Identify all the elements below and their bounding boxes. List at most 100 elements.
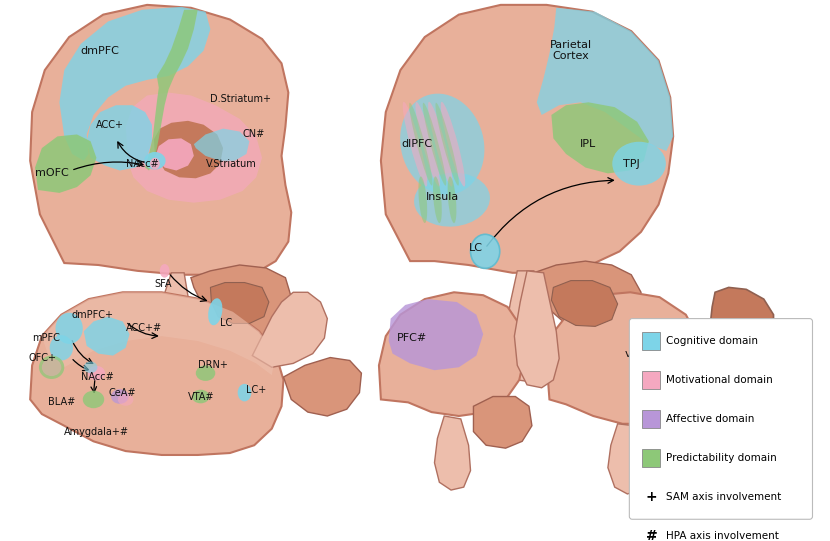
Polygon shape <box>194 129 249 161</box>
Polygon shape <box>379 292 525 416</box>
Ellipse shape <box>415 102 440 187</box>
Polygon shape <box>42 292 276 375</box>
Polygon shape <box>145 10 198 170</box>
Ellipse shape <box>627 349 654 391</box>
Ellipse shape <box>159 264 169 278</box>
Ellipse shape <box>418 176 427 223</box>
Polygon shape <box>155 273 198 390</box>
Text: TPJ: TPJ <box>622 159 640 169</box>
Ellipse shape <box>428 102 452 187</box>
Polygon shape <box>154 121 223 179</box>
Text: SFA: SFA <box>155 280 173 289</box>
Polygon shape <box>381 5 673 273</box>
Polygon shape <box>505 271 549 382</box>
Ellipse shape <box>144 152 166 169</box>
Text: PFC#: PFC# <box>397 333 427 343</box>
Polygon shape <box>473 397 532 448</box>
Polygon shape <box>30 5 291 275</box>
FancyBboxPatch shape <box>629 319 813 519</box>
Ellipse shape <box>50 335 73 360</box>
Polygon shape <box>551 102 649 174</box>
Text: CN#: CN# <box>242 129 265 140</box>
Polygon shape <box>84 316 129 355</box>
Text: NAcc#: NAcc# <box>125 159 159 169</box>
Bar <box>642 332 660 349</box>
Polygon shape <box>650 399 708 458</box>
Polygon shape <box>35 135 96 193</box>
Ellipse shape <box>436 103 459 186</box>
Ellipse shape <box>409 103 432 186</box>
Polygon shape <box>709 287 774 365</box>
Text: HPA axis involvement: HPA axis involvement <box>666 531 779 541</box>
Text: Insula: Insula <box>426 192 459 202</box>
Polygon shape <box>434 416 471 490</box>
Text: dmPFC: dmPFC <box>81 45 120 56</box>
Text: VTA#: VTA# <box>188 392 214 401</box>
Polygon shape <box>30 292 284 455</box>
Ellipse shape <box>422 103 447 186</box>
Ellipse shape <box>196 365 215 381</box>
Ellipse shape <box>414 173 490 227</box>
Ellipse shape <box>192 390 209 404</box>
Ellipse shape <box>42 359 61 376</box>
Ellipse shape <box>83 391 105 408</box>
Text: BLA#: BLA# <box>47 398 75 407</box>
Text: Affective domain: Affective domain <box>666 414 754 424</box>
Text: +: + <box>646 490 657 504</box>
Text: LC: LC <box>220 319 232 328</box>
Polygon shape <box>534 261 641 336</box>
Polygon shape <box>546 292 702 424</box>
Text: ACC+: ACC+ <box>96 120 124 130</box>
Polygon shape <box>252 292 327 367</box>
Ellipse shape <box>208 298 222 325</box>
Text: vHC: vHC <box>624 348 647 359</box>
Polygon shape <box>211 282 269 324</box>
Text: LC: LC <box>468 243 482 253</box>
Bar <box>642 449 660 467</box>
Ellipse shape <box>633 338 666 389</box>
Text: dmPFC+: dmPFC+ <box>71 309 113 320</box>
Text: CeA#: CeA# <box>108 387 135 398</box>
Ellipse shape <box>613 142 666 186</box>
Text: OFC+: OFC+ <box>28 353 56 362</box>
Text: V.Striatum: V.Striatum <box>206 159 256 169</box>
Ellipse shape <box>433 176 442 223</box>
Text: IPL: IPL <box>580 139 597 149</box>
Polygon shape <box>551 281 618 326</box>
Text: Amygdala+#: Amygdala+# <box>64 427 129 437</box>
Text: ACC+#: ACC+# <box>125 324 162 333</box>
Polygon shape <box>125 93 262 203</box>
Text: mPFC: mPFC <box>32 333 60 343</box>
Text: D.Striatum+: D.Striatum+ <box>211 94 271 104</box>
Polygon shape <box>537 8 673 151</box>
Bar <box>642 371 660 389</box>
Polygon shape <box>515 271 559 388</box>
Ellipse shape <box>237 384 251 401</box>
Ellipse shape <box>400 94 485 195</box>
Polygon shape <box>155 138 194 170</box>
Ellipse shape <box>39 355 64 379</box>
Text: Motivational domain: Motivational domain <box>666 375 773 385</box>
Polygon shape <box>191 265 291 341</box>
Polygon shape <box>60 7 211 161</box>
Ellipse shape <box>441 102 466 187</box>
Text: #: # <box>646 529 657 541</box>
Text: DRN+: DRN+ <box>198 360 227 371</box>
Bar <box>642 410 660 428</box>
Text: Parietal
Cortex: Parietal Cortex <box>549 40 592 62</box>
Polygon shape <box>86 105 152 170</box>
Ellipse shape <box>403 102 427 187</box>
Ellipse shape <box>118 393 134 406</box>
Ellipse shape <box>111 389 129 404</box>
Ellipse shape <box>84 361 97 373</box>
Polygon shape <box>388 299 483 370</box>
Ellipse shape <box>447 176 456 223</box>
Ellipse shape <box>56 313 83 344</box>
Text: mOFC: mOFC <box>35 168 69 179</box>
Text: NAcc#: NAcc# <box>81 372 114 382</box>
Ellipse shape <box>622 359 642 391</box>
Ellipse shape <box>471 234 500 268</box>
Text: SAM axis involvement: SAM axis involvement <box>666 492 782 502</box>
Text: LC+: LC+ <box>247 385 266 395</box>
Polygon shape <box>284 358 361 416</box>
